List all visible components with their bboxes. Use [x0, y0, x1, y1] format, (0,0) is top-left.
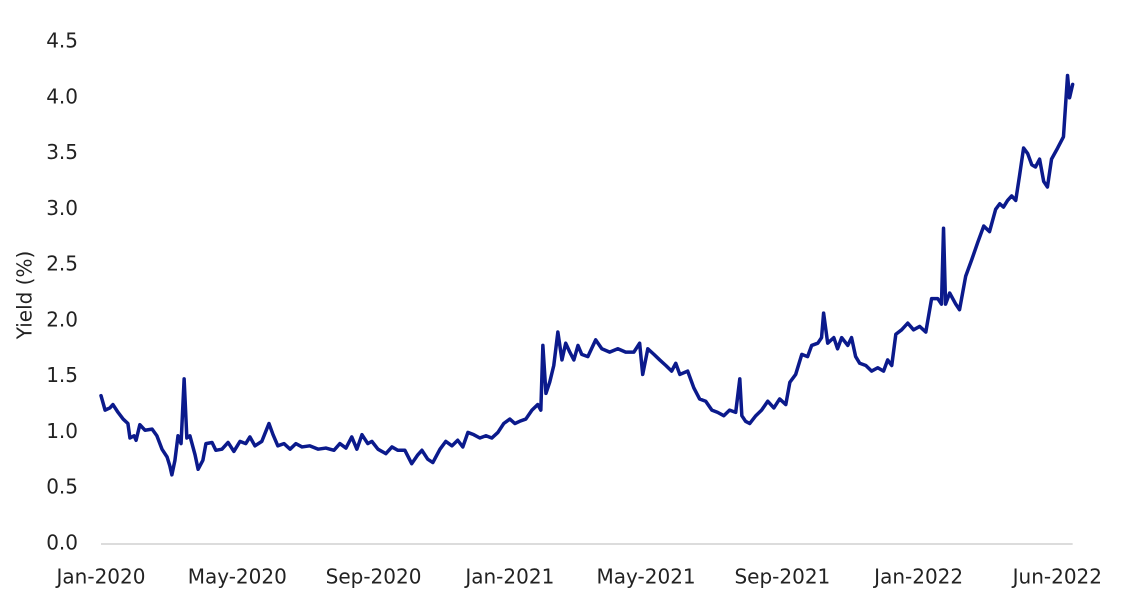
x-tick-label: Sep-2021 — [734, 565, 830, 589]
y-tick-label: 1.5 — [46, 363, 78, 387]
y-tick-label: 3.5 — [46, 140, 78, 164]
y-tick-label: 1.0 — [46, 419, 78, 443]
y-tick-label: 0.5 — [46, 475, 78, 499]
y-tick-label: 2.5 — [46, 252, 78, 276]
x-tick-label: Sep-2020 — [326, 565, 422, 589]
x-tick-label: Jan-2020 — [55, 565, 146, 589]
x-tick-label: Jan-2022 — [872, 565, 963, 589]
x-tick-label: Jun-2022 — [1011, 565, 1102, 589]
x-tick-label: May-2020 — [188, 565, 287, 589]
y-tick-label: 2.0 — [46, 307, 78, 331]
x-tick-label: May-2021 — [597, 565, 696, 589]
y-tick-label: 0.0 — [46, 531, 78, 555]
y-tick-label: 4.0 — [46, 84, 78, 108]
x-tick-label: Jan-2021 — [463, 565, 554, 589]
y-tick-label: 3.0 — [46, 196, 78, 220]
y-axis-title: Yield (%) — [13, 251, 37, 341]
y-tick-label: 4.5 — [46, 29, 78, 53]
series-line — [99, 73, 1075, 477]
